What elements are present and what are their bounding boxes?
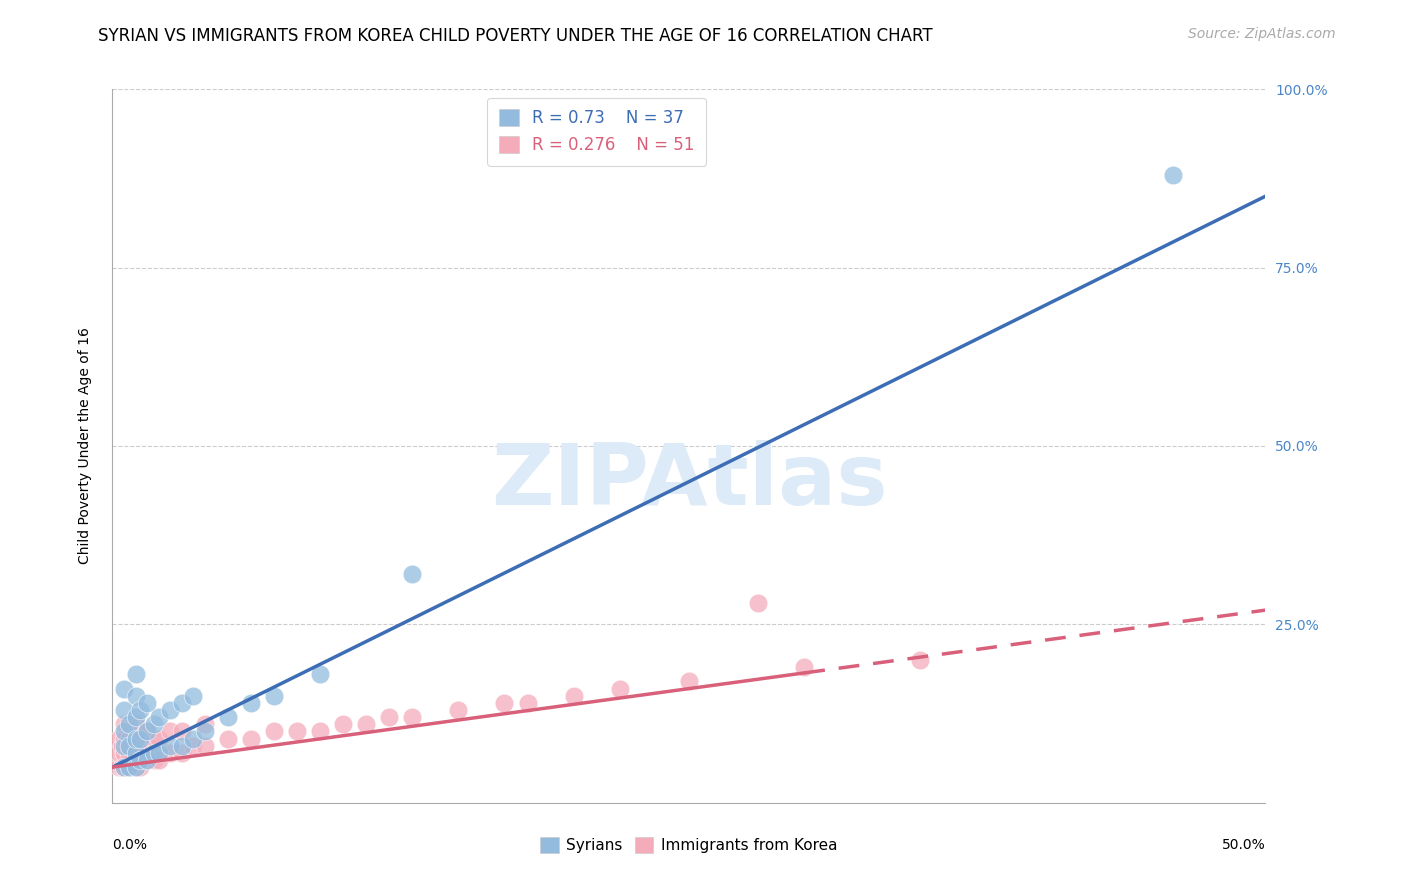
Point (159, 703, 181, 717)
Point (129, 746, 152, 760)
Point (309, 667, 332, 681)
Point (562, 689, 585, 703)
Point (143, 717, 166, 731)
Point (112, 760, 135, 774)
Point (108, 746, 131, 760)
Point (124, 760, 146, 774)
Point (129, 753, 152, 767)
Point (136, 724, 159, 739)
Point (117, 760, 139, 774)
Point (170, 696, 193, 710)
Point (332, 717, 354, 731)
Point (124, 717, 146, 731)
Point (117, 717, 139, 731)
Legend: Syrians, Immigrants from Korea: Syrians, Immigrants from Korea (534, 831, 844, 859)
Text: ZIPAtlas: ZIPAtlas (491, 440, 887, 524)
Point (354, 717, 377, 731)
Point (117, 760, 139, 774)
Point (170, 746, 193, 760)
Point (285, 724, 308, 739)
Point (747, 596, 769, 610)
Text: SYRIAN VS IMMIGRANTS FROM KOREA CHILD POVERTY UNDER THE AGE OF 16 CORRELATION CH: SYRIAN VS IMMIGRANTS FROM KOREA CHILD PO… (98, 27, 934, 45)
Point (194, 739, 217, 753)
Point (124, 760, 146, 774)
Point (181, 731, 204, 746)
Point (117, 739, 139, 753)
Point (378, 710, 401, 724)
Point (136, 696, 159, 710)
Point (129, 760, 152, 774)
Point (136, 753, 159, 767)
Point (263, 724, 285, 739)
Point (143, 746, 166, 760)
Point (129, 703, 152, 717)
Point (401, 567, 423, 582)
Point (159, 746, 181, 760)
Text: 50.0%: 50.0% (1222, 838, 1265, 853)
Point (170, 739, 193, 753)
Point (112, 760, 135, 774)
Point (159, 739, 181, 753)
Point (108, 760, 131, 774)
Point (124, 746, 146, 760)
Point (112, 703, 135, 717)
Point (143, 753, 166, 767)
Point (908, 653, 931, 667)
Point (678, 674, 700, 689)
Y-axis label: Child Poverty Under the Age of 16: Child Poverty Under the Age of 16 (77, 327, 91, 565)
Point (112, 724, 135, 739)
Point (136, 753, 159, 767)
Point (108, 731, 131, 746)
Text: 0.0%: 0.0% (112, 838, 148, 853)
Point (239, 696, 262, 710)
Point (124, 731, 146, 746)
Point (143, 731, 166, 746)
Point (793, 660, 815, 674)
Point (263, 689, 285, 703)
Point (148, 753, 170, 767)
Point (194, 717, 217, 731)
Point (129, 724, 152, 739)
Point (181, 689, 204, 703)
Point (111, 760, 134, 774)
Point (516, 696, 538, 710)
Point (309, 724, 332, 739)
Point (159, 724, 181, 739)
Point (217, 731, 239, 746)
Point (1161, 168, 1184, 182)
Point (117, 746, 139, 760)
Point (217, 710, 239, 724)
Point (148, 731, 170, 746)
Point (181, 739, 204, 753)
Point (124, 667, 146, 681)
Point (148, 710, 170, 724)
Point (112, 746, 135, 760)
Point (401, 710, 423, 724)
Point (239, 731, 262, 746)
Point (124, 746, 146, 760)
Point (609, 681, 631, 696)
Point (494, 696, 516, 710)
Point (170, 724, 193, 739)
Point (124, 710, 146, 724)
Point (136, 739, 159, 753)
Point (124, 731, 146, 746)
Point (124, 689, 146, 703)
Point (111, 739, 134, 753)
Point (112, 739, 135, 753)
Point (112, 681, 135, 696)
Point (112, 717, 135, 731)
Point (136, 724, 159, 739)
Point (117, 731, 139, 746)
Point (112, 731, 135, 746)
Text: Source: ZipAtlas.com: Source: ZipAtlas.com (1188, 27, 1336, 41)
Point (447, 703, 470, 717)
Point (194, 724, 217, 739)
Point (148, 746, 170, 760)
Point (129, 731, 152, 746)
